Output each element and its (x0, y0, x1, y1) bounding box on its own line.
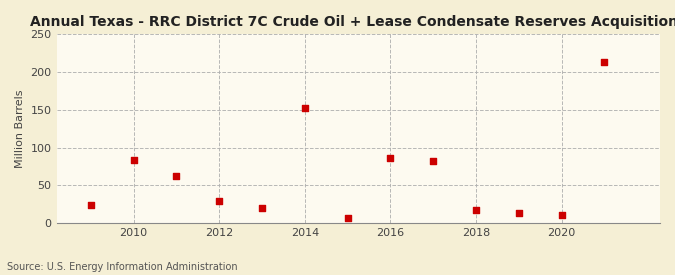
Point (385, 156, 396, 160)
Point (470, 208, 481, 213)
Point (214, 199, 225, 204)
Point (256, 206, 267, 210)
Point (556, 213, 567, 217)
Y-axis label: Million Barrels: Million Barrels (15, 89, 25, 168)
Point (85, 203, 96, 207)
Point (128, 158, 139, 163)
Title: Annual Texas - RRC District 7C Crude Oil + Lease Condensate Reserves Acquisition: Annual Texas - RRC District 7C Crude Oil… (30, 15, 675, 29)
Point (342, 216, 353, 220)
Point (171, 174, 182, 178)
Text: Source: U.S. Energy Information Administration: Source: U.S. Energy Information Administ… (7, 262, 238, 272)
Point (514, 210, 524, 215)
Point (300, 105, 310, 110)
Point (428, 159, 439, 163)
Point (599, 60, 610, 64)
